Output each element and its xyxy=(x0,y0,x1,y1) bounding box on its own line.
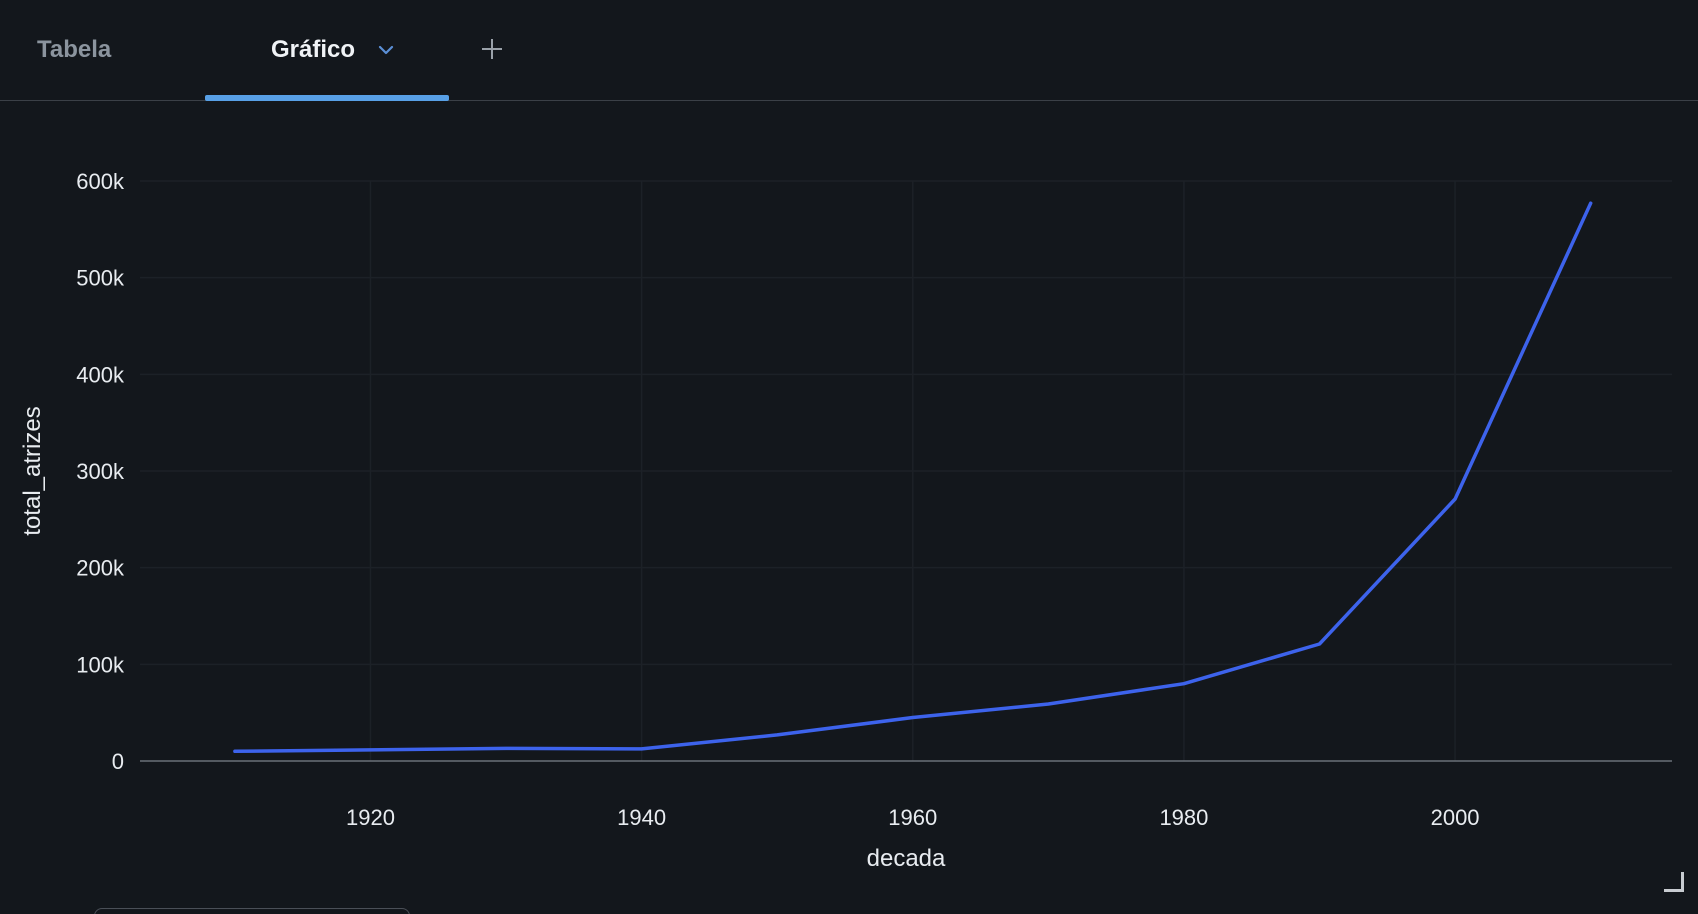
x-tick-label: 2000 xyxy=(1431,805,1480,830)
y-tick-label: 600k xyxy=(76,169,125,194)
tab-chart-label: Gráfico xyxy=(271,36,356,63)
tab-chart[interactable]: Gráfico xyxy=(205,0,449,101)
tab-table-label: Tabela xyxy=(37,36,112,63)
y-tick-label: 200k xyxy=(76,556,125,581)
add-tab-button[interactable] xyxy=(478,35,506,63)
x-axis-ticks: 1920 1940 1960 1980 2000 xyxy=(346,805,1480,830)
y-tick-label: 100k xyxy=(76,652,125,677)
chart-grid xyxy=(140,180,1672,761)
active-tab-indicator xyxy=(205,95,449,101)
x-tick-label: 1940 xyxy=(617,805,666,830)
chevron-down-icon[interactable] xyxy=(377,41,395,59)
y-axis-label: total_atrizes xyxy=(19,406,46,535)
bottom-control[interactable] xyxy=(94,908,410,914)
resize-corner-icon[interactable] xyxy=(1664,872,1684,892)
y-tick-label: 400k xyxy=(76,362,125,387)
plus-icon xyxy=(482,39,502,59)
x-axis-label: decada xyxy=(867,845,946,872)
series-line xyxy=(233,201,1593,754)
x-tick-label: 1960 xyxy=(888,805,937,830)
series-layer xyxy=(233,201,1593,754)
x-tick-label: 1980 xyxy=(1159,805,1208,830)
y-tick-label: 500k xyxy=(76,266,125,291)
y-tick-label: 0 xyxy=(112,749,124,774)
x-tick-label: 1920 xyxy=(346,805,395,830)
tab-bar: Tabela Gráfico xyxy=(0,0,1698,101)
y-axis-ticks: 0 100k 200k 300k 400k 500k 600k xyxy=(76,169,125,774)
y-tick-label: 300k xyxy=(76,459,125,484)
tab-table[interactable]: Tabela xyxy=(37,0,111,100)
line-chart: 0 100k 200k 300k 400k 500k 600k 1920 1940 1960 19… xyxy=(0,101,1698,914)
